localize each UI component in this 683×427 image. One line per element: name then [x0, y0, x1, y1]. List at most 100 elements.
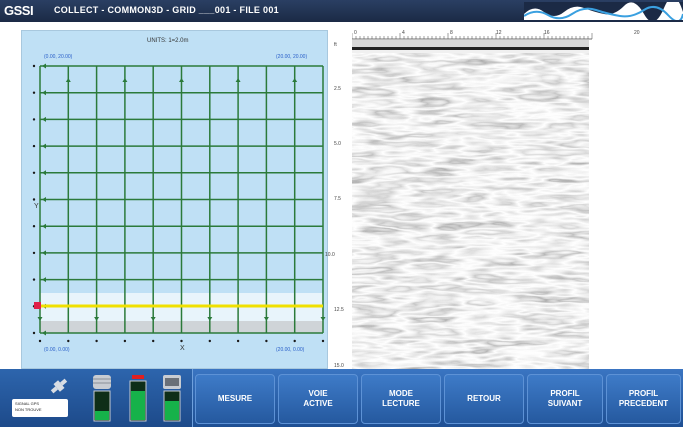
- bottom-toolbar: SIGNAL GPS NON TROUVE MESURE VOIE ACTIVE …: [0, 369, 683, 427]
- distance-tick: 20: [634, 30, 640, 36]
- grid-direction-arrow: [42, 170, 46, 176]
- window-title: COLLECT - COMMON3D - GRID ___001 - FILE …: [54, 5, 279, 15]
- distance-tick: 16: [544, 30, 550, 36]
- distance-tick: 12: [496, 30, 502, 36]
- gssi-logo: GSSI: [4, 3, 34, 18]
- read-mode-button[interactable]: MODE LECTURE: [361, 374, 441, 424]
- active-channel-label: VOIE ACTIVE: [303, 389, 332, 409]
- grid-direction-arrow: [292, 78, 298, 82]
- back-label: RETOUR: [467, 394, 501, 403]
- back-button[interactable]: RETOUR: [444, 374, 524, 424]
- corner-label-top-left: (0.00, 20.00): [44, 54, 73, 60]
- depth-tick: 15.0: [334, 363, 344, 369]
- grid-y-marker: [32, 278, 36, 281]
- waveform-icon: [524, 2, 683, 20]
- distance-scale: 0 4 8 12 16 20: [352, 30, 683, 40]
- grid-direction-arrow: [42, 277, 46, 283]
- previous-profile-label-line1: PROFIL: [628, 389, 659, 398]
- depth-tick: 2.5: [334, 86, 341, 92]
- title-bar: GSSI COLLECT - COMMON3D - GRID ___001 - …: [0, 0, 683, 22]
- y-axis-label: Y: [34, 203, 39, 210]
- grid-y-marker: [32, 144, 36, 148]
- grid-x-marker: [152, 339, 155, 343]
- depth-tick: 5.0: [334, 141, 341, 147]
- distance-tick: 8: [450, 30, 453, 36]
- grid-direction-arrow: [42, 63, 46, 69]
- depth-tick: ft: [334, 42, 337, 48]
- gps-status-line1: SIGNAL GPS: [15, 401, 40, 406]
- grid-x-marker: [236, 339, 240, 343]
- grid-direction-arrow: [37, 317, 43, 321]
- active-channel-label-line2: ACTIVE: [303, 399, 333, 408]
- units-label: UNITS: 1=2.0m: [147, 38, 189, 44]
- grid-direction-arrow: [207, 317, 213, 321]
- survey-grid-panel[interactable]: UNITS: 1=2.0m (0.00, 20.00) (20.00, 20.0…: [21, 30, 328, 369]
- measure-button[interactable]: MESURE: [195, 374, 275, 424]
- corner-label-top-right: (20.00, 20.00): [276, 54, 308, 60]
- measure-label: MESURE: [217, 394, 253, 403]
- next-profile-label: PROFIL SUIVANT: [548, 389, 583, 409]
- grid-direction-arrow: [263, 317, 269, 321]
- read-mode-label-line1: MODE: [389, 389, 413, 398]
- grid-y-marker: [32, 118, 36, 121]
- x-axis-label: X: [180, 345, 185, 352]
- gps-status-box: SIGNAL GPS NON TROUVE: [12, 399, 68, 417]
- grid-direction-arrow: [320, 317, 326, 321]
- grid-direction-arrow: [42, 116, 46, 122]
- grid-y-marker: [32, 64, 36, 68]
- gps-satellite-icon: [50, 378, 68, 394]
- grid-direction-arrow: [94, 317, 100, 321]
- storage-icon: [93, 375, 111, 422]
- grid-y-marker: [32, 171, 36, 174]
- grid-direction-arrow: [235, 78, 241, 82]
- grid-direction-arrow: [122, 78, 128, 82]
- grid-direction-arrow: [65, 78, 71, 82]
- radargram-image[interactable]: [352, 40, 589, 369]
- gps-status-line2: NON TROUVE: [15, 407, 42, 412]
- active-channel-button[interactable]: VOIE ACTIVE: [278, 374, 358, 424]
- depth-scale: ft 2.5 5.0 7.5 10.0 12.5 15.0: [325, 30, 352, 369]
- depth-tick: 7.5: [334, 196, 341, 202]
- previous-profile-label: PROFIL PRECEDENT: [619, 389, 668, 409]
- depth-tick: 12.5: [334, 307, 344, 313]
- distance-tick: 4: [402, 30, 405, 36]
- grid-direction-arrow: [42, 223, 46, 229]
- grid-x-marker: [123, 339, 127, 343]
- grid-x-marker: [293, 339, 296, 343]
- grid-y-marker: [32, 331, 36, 335]
- active-channel-label-line1: VOIE: [308, 389, 328, 398]
- distance-tick: 0: [354, 30, 357, 36]
- grid-direction-arrow: [150, 317, 156, 321]
- grid-direction-arrow: [179, 78, 184, 82]
- grid-direction-arrow: [42, 197, 46, 202]
- read-mode-label-line2: LECTURE: [382, 399, 420, 408]
- previous-profile-button[interactable]: PROFIL PRECEDENT: [606, 374, 681, 424]
- grid-x-marker: [95, 339, 98, 343]
- previous-profile-label-line2: PRECEDENT: [618, 399, 669, 408]
- grid-direction-arrow: [42, 143, 46, 149]
- survey-grid: [32, 63, 326, 343]
- grid-y-marker: [32, 225, 36, 228]
- grid-x-marker: [321, 339, 325, 343]
- corner-label-bottom-left: (0.00, 0.00): [44, 347, 70, 353]
- depth-tick: 10.0: [325, 252, 335, 258]
- current-position-marker: [34, 302, 41, 309]
- grid-y-marker: [32, 91, 36, 94]
- grid-direction-arrow: [42, 330, 46, 336]
- grid-x-marker: [208, 339, 211, 343]
- read-mode-label: MODE LECTURE: [382, 389, 420, 409]
- grid-x-marker: [38, 339, 42, 343]
- status-area: SIGNAL GPS NON TROUVE: [0, 369, 193, 427]
- device-battery-icon: [163, 375, 181, 422]
- grid-direction-arrow: [42, 250, 46, 256]
- next-profile-label-line2: SUIVANT: [547, 399, 583, 408]
- grid-x-marker: [67, 339, 70, 343]
- grid-x-marker: [180, 339, 183, 343]
- grid-y-marker: [32, 198, 36, 201]
- battery-icon: [129, 375, 147, 422]
- grid-direction-arrow: [42, 90, 46, 96]
- grid-y-marker: [32, 251, 36, 255]
- next-profile-button[interactable]: PROFIL SUIVANT: [527, 374, 603, 424]
- next-profile-label-line1: PROFIL: [550, 389, 580, 398]
- corner-label-bottom-right: (20.00, 0.00): [276, 347, 305, 353]
